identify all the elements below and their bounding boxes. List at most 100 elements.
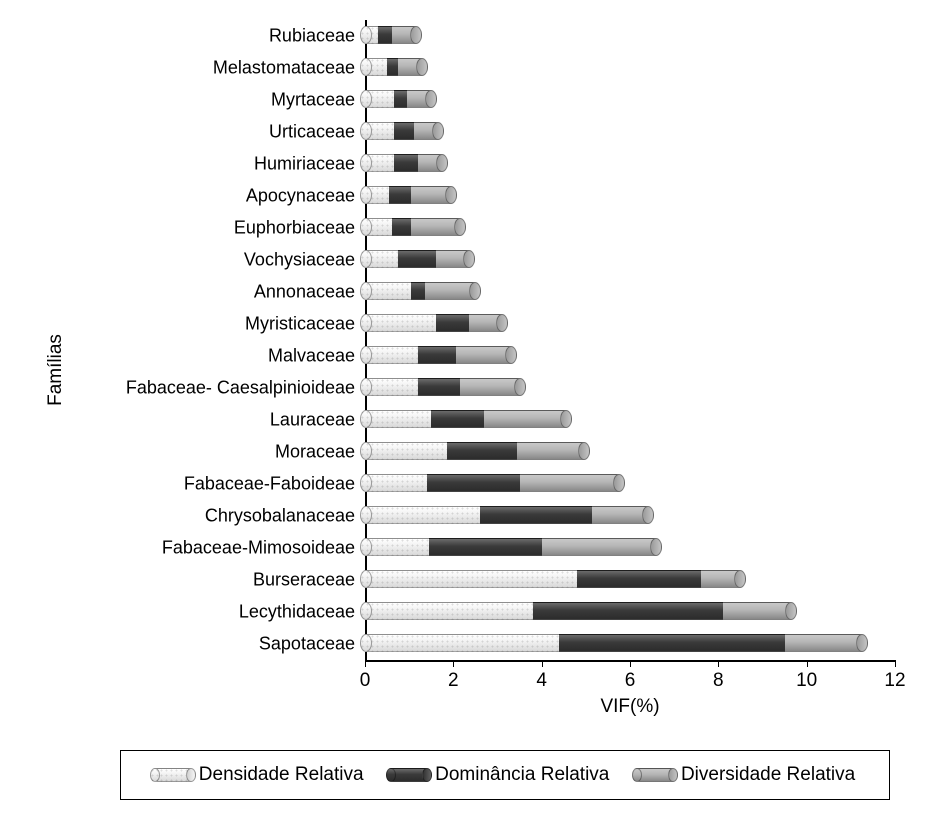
bar-end-cap bbox=[454, 218, 466, 236]
bar-segment-diversidade bbox=[456, 346, 511, 364]
bar-segment-dominancia bbox=[392, 218, 412, 236]
bar-row: Fabaceae-Mimosoideae bbox=[365, 532, 895, 564]
bar-category-label: Apocynaceae bbox=[246, 186, 355, 207]
bar-segment-densidade bbox=[365, 506, 480, 524]
bar-category-label: Annonaceae bbox=[254, 282, 355, 303]
bar-category-label: Myristicaceae bbox=[245, 314, 355, 335]
bar-segment-densidade bbox=[365, 90, 394, 108]
bar-end-cap bbox=[416, 58, 428, 76]
bar-stack bbox=[365, 218, 460, 236]
bar-row: Lauraceae bbox=[365, 404, 895, 436]
bar-segment-dominancia bbox=[394, 154, 418, 172]
bar-segment-densidade bbox=[365, 634, 559, 652]
x-tick-label: 12 bbox=[884, 670, 905, 692]
legend-label: Diversidade Relativa bbox=[681, 764, 855, 786]
chart-container: Famílias RubiaceaeMelastomataceaeMyrtace… bbox=[30, 10, 920, 730]
bar-segment-dominancia bbox=[387, 58, 398, 76]
bar-segment-diversidade bbox=[425, 282, 476, 300]
x-tick bbox=[807, 660, 808, 667]
bar-segment-diversidade bbox=[520, 474, 619, 492]
bar-segment-densidade bbox=[365, 378, 418, 396]
bar-stack bbox=[365, 346, 511, 364]
legend-swatch bbox=[637, 768, 673, 782]
bar-segment-diversidade bbox=[785, 634, 862, 652]
bar-segment-diversidade bbox=[414, 122, 438, 140]
bar-category-label: Rubiaceae bbox=[269, 26, 355, 47]
bar-category-label: Urticaceae bbox=[269, 122, 355, 143]
bar-segment-densidade bbox=[365, 314, 436, 332]
x-tick-label: 4 bbox=[536, 670, 547, 692]
bar-stack bbox=[365, 602, 791, 620]
bar-stack bbox=[365, 474, 619, 492]
bar-stack bbox=[365, 154, 442, 172]
bar-row: Myrtaceae bbox=[365, 84, 895, 116]
bar-row: Euphorbiaceae bbox=[365, 212, 895, 244]
bar-row: Sapotaceae bbox=[365, 628, 895, 660]
bar-segment-dominancia bbox=[577, 570, 701, 588]
x-tick-label: 2 bbox=[448, 670, 459, 692]
bar-segment-densidade bbox=[365, 154, 394, 172]
bar-segment-diversidade bbox=[723, 602, 791, 620]
bar-row: Vochysiaceae bbox=[365, 244, 895, 276]
bar-category-label: Euphorbiaceae bbox=[234, 218, 355, 239]
bar-segment-diversidade bbox=[701, 570, 741, 588]
bar-category-label: Fabaceae-Faboideae bbox=[184, 474, 355, 495]
bar-segment-dominancia bbox=[411, 282, 424, 300]
bar-segment-dominancia bbox=[447, 442, 518, 460]
bar-row: Fabaceae- Caesalpinioideae bbox=[365, 372, 895, 404]
bar-row: Burseraceae bbox=[365, 564, 895, 596]
bar-category-label: Malvaceae bbox=[268, 346, 355, 367]
bar-row: Moraceae bbox=[365, 436, 895, 468]
bar-segment-dominancia bbox=[429, 538, 542, 556]
bar-end-cap bbox=[432, 122, 444, 140]
bar-segment-dominancia bbox=[394, 90, 407, 108]
legend-item-dominancia: Dominância Relativa bbox=[391, 764, 609, 786]
bar-category-label: Lauraceae bbox=[270, 410, 355, 431]
bar-end-cap bbox=[613, 474, 625, 492]
bar-category-label: Sapotaceae bbox=[259, 634, 355, 655]
bar-segment-dominancia bbox=[480, 506, 593, 524]
bar-segment-diversidade bbox=[436, 250, 469, 268]
bar-segment-densidade bbox=[365, 442, 447, 460]
bar-category-label: Moraceae bbox=[275, 442, 355, 463]
bar-end-cap bbox=[425, 90, 437, 108]
x-tick bbox=[453, 660, 454, 667]
bar-stack bbox=[365, 378, 520, 396]
bar-segment-dominancia bbox=[394, 122, 414, 140]
bar-row: Rubiaceae bbox=[365, 20, 895, 52]
x-axis: 024681012 VIF(%) bbox=[365, 660, 895, 700]
bar-segment-dominancia bbox=[431, 410, 484, 428]
legend-item-diversidade: Diversidade Relativa bbox=[637, 764, 855, 786]
bar-segment-dominancia bbox=[418, 346, 456, 364]
bar-segment-dominancia bbox=[533, 602, 723, 620]
bar-segment-dominancia bbox=[427, 474, 520, 492]
bar-segment-diversidade bbox=[418, 154, 442, 172]
bar-category-label: Myrtaceae bbox=[271, 90, 355, 111]
bar-segment-dominancia bbox=[559, 634, 784, 652]
bar-stack bbox=[365, 634, 862, 652]
legend-swatch bbox=[391, 768, 427, 782]
bar-end-cap bbox=[650, 538, 662, 556]
x-tick-label: 8 bbox=[713, 670, 724, 692]
bar-end-cap bbox=[469, 282, 481, 300]
bar-segment-diversidade bbox=[592, 506, 647, 524]
bar-end-cap bbox=[496, 314, 508, 332]
bar-end-cap bbox=[445, 186, 457, 204]
bar-end-cap bbox=[505, 346, 517, 364]
x-axis-title: VIF(%) bbox=[600, 696, 659, 718]
bar-end-cap bbox=[785, 602, 797, 620]
bar-segment-dominancia bbox=[378, 26, 391, 44]
bar-segment-densidade bbox=[365, 186, 389, 204]
x-tick-label: 6 bbox=[625, 670, 636, 692]
bar-stack bbox=[365, 410, 566, 428]
bar-segment-densidade bbox=[365, 346, 418, 364]
bar-stack bbox=[365, 250, 469, 268]
x-tick bbox=[365, 660, 366, 667]
bar-segment-dominancia bbox=[418, 378, 460, 396]
x-tick bbox=[718, 660, 719, 667]
legend-label: Densidade Relativa bbox=[199, 764, 364, 786]
bar-row: Annonaceae bbox=[365, 276, 895, 308]
bar-segment-diversidade bbox=[392, 26, 416, 44]
bar-stack bbox=[365, 538, 656, 556]
bar-end-cap bbox=[642, 506, 654, 524]
